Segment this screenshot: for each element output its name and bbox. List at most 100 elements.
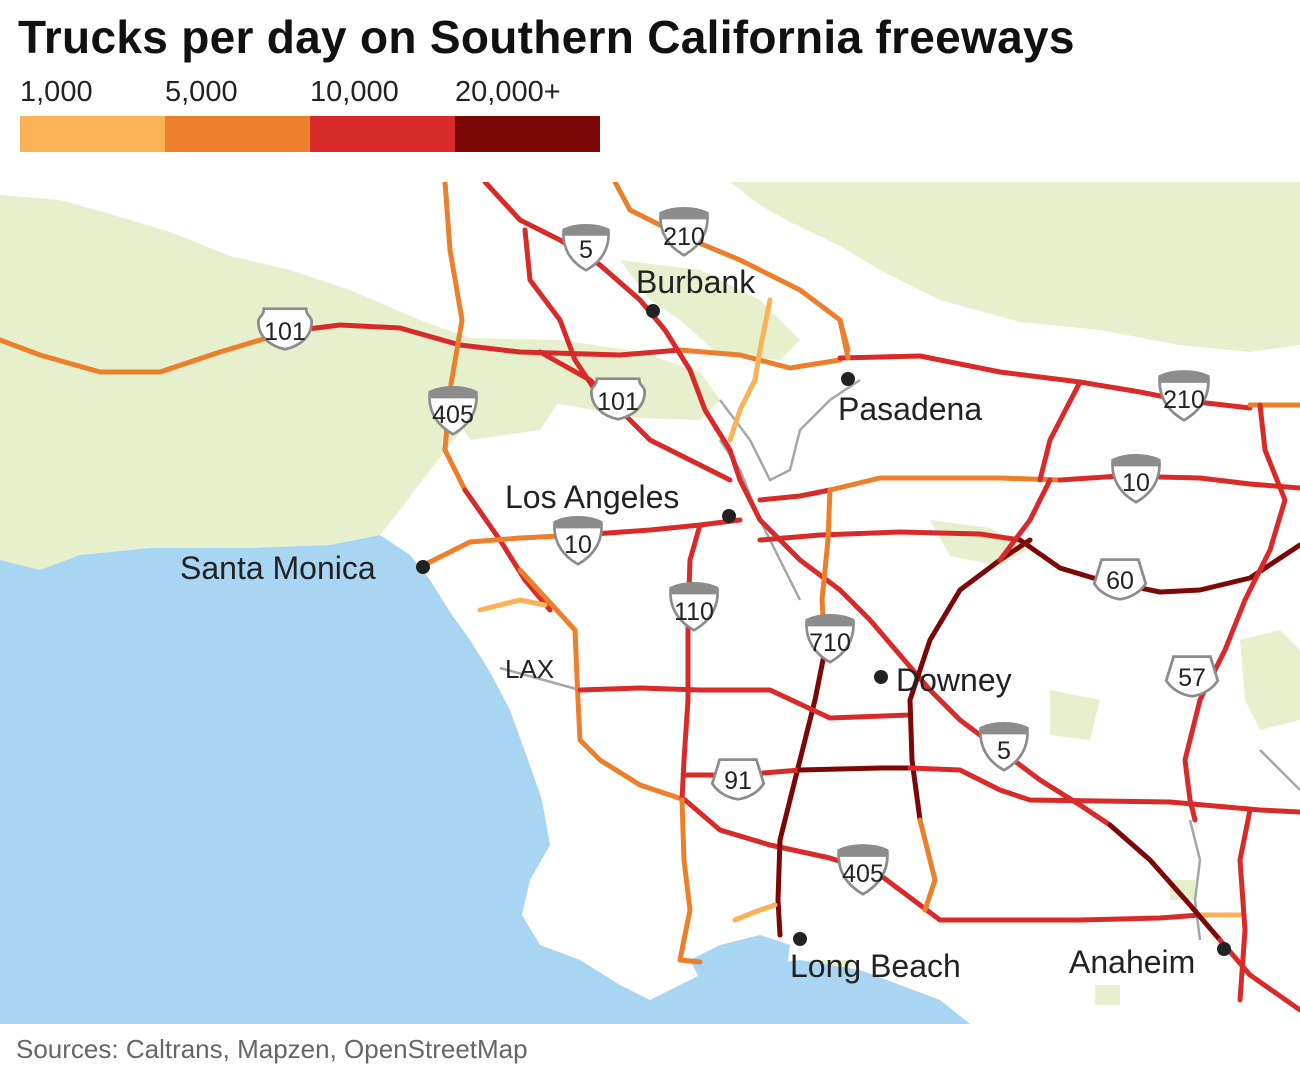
i5-orange-county — [1107, 822, 1223, 943]
i5-north-shield: 5 — [561, 223, 611, 272]
i110-shield: 110 — [668, 581, 720, 632]
i10-west-shield-label: 10 — [564, 531, 592, 559]
i710-shield: 710 — [804, 613, 856, 664]
pasadena-dot — [841, 372, 855, 386]
san-gabriel-mountains — [730, 182, 1300, 352]
lax-connector — [477, 597, 548, 613]
legend-swatch-5000 — [165, 116, 310, 152]
legend-swatch-20000 — [455, 116, 600, 152]
i10-central — [577, 517, 743, 538]
park-south-3 — [1170, 880, 1195, 900]
freeways — [0, 182, 1300, 1013]
santa-monica-dot — [416, 560, 430, 574]
long-beach-label: Long Beach — [790, 948, 961, 984]
us101-hollywood — [537, 349, 733, 483]
sr60-shield: 60 — [1092, 558, 1148, 601]
sr57-shield-label: 57 — [1178, 664, 1206, 692]
legend-label-20000: 20,000+ — [455, 76, 561, 108]
burbank-dot — [646, 304, 660, 318]
i405-south-shield-label: 405 — [842, 860, 884, 888]
los-angeles-label: Los Angeles — [505, 479, 679, 515]
i5-south-shield-label: 5 — [997, 737, 1011, 765]
us101-west-shield-label: 101 — [264, 318, 306, 346]
legend-label-5000: 5,000 — [165, 76, 238, 108]
i10-east-segment — [1057, 473, 1300, 491]
legend-swatch-10000 — [310, 116, 455, 152]
us101-central-shield: 101 — [589, 377, 647, 421]
i5-north-shield-label: 5 — [579, 236, 593, 264]
i605-south — [917, 817, 938, 913]
map-title: Trucks per day on Southern California fr… — [18, 11, 1075, 63]
highway-shields: 5 210 101 405 101 210 10 10 — [256, 206, 1220, 896]
burbank-label: Burbank — [636, 264, 756, 300]
i405-lax — [517, 567, 688, 803]
anaheim-label: Anaheim — [1069, 944, 1195, 980]
park-east-2 — [1050, 690, 1100, 740]
i110-south — [677, 797, 703, 965]
i5-south-shield: 5 — [978, 721, 1030, 772]
minor-road — [1259, 749, 1300, 791]
minor-road — [719, 378, 861, 482]
i405-sepulveda — [462, 487, 553, 613]
i405-south-shield: 405 — [836, 843, 890, 896]
city-labels: Burbank Pasadena Los Angeles Santa Monic… — [180, 264, 1195, 984]
i10-east-shield: 10 — [1110, 453, 1162, 504]
long-beach-dot — [793, 932, 807, 946]
lax-label: LAX — [505, 654, 554, 684]
santa-monica-mountains — [0, 195, 720, 570]
los-angeles-dot — [722, 509, 736, 523]
anaheim-dot — [1217, 942, 1231, 956]
i210-east-shield: 210 — [1157, 369, 1211, 422]
sr57-segment — [1182, 402, 1288, 823]
i210-north-shield-label: 210 — [663, 223, 705, 251]
port-of-long-beach — [690, 935, 790, 990]
sr22-segment — [1237, 807, 1253, 1003]
pasadena-label: Pasadena — [838, 391, 982, 427]
i405-south-bay — [682, 797, 1203, 923]
i10-west-shield: 10 — [552, 515, 604, 566]
pacific-ocean — [0, 535, 970, 1024]
santa-monica-label: Santa Monica — [180, 550, 376, 586]
sr71-branch — [1037, 379, 1083, 483]
sr2-north — [837, 317, 851, 361]
i10-downtown-east — [757, 487, 833, 503]
i405-north-shield-label: 405 — [432, 401, 474, 429]
sr60-west — [757, 529, 1023, 543]
sr2-glendale — [727, 297, 773, 443]
minor-road — [1188, 819, 1202, 941]
port-access-road — [732, 902, 778, 923]
freeway-map: Burbank Pasadena Los Angeles Santa Monic… — [0, 182, 1300, 1024]
us101-central-shield-label: 101 — [597, 388, 639, 416]
i710-shield-label: 710 — [809, 629, 851, 657]
downey-dot — [874, 670, 888, 684]
park-east-1 — [1240, 630, 1300, 730]
source-credit: Sources: Caltrans, Mapzen, OpenStreetMap — [16, 1034, 528, 1064]
city-markers — [416, 304, 1231, 956]
i210-east-shield-label: 210 — [1163, 386, 1205, 414]
sr60-pomona — [1017, 537, 1300, 595]
i710-long-beach — [775, 647, 828, 938]
downey-label: Downey — [896, 662, 1012, 698]
legend-label-1000: 1,000 — [20, 76, 93, 108]
i110-harbor — [679, 522, 703, 803]
legend-label-10000: 10,000 — [310, 76, 399, 108]
verdugo-hills — [620, 260, 800, 360]
legend-swatch-1000 — [20, 116, 165, 152]
i5-downtown — [737, 477, 1113, 828]
i105-segment — [577, 685, 913, 721]
parkland — [0, 182, 1300, 1005]
i210-north-shield: 210 — [658, 206, 710, 257]
sr91-central — [797, 765, 913, 773]
us101-east-valley — [677, 347, 843, 371]
i10-east-shield-label: 10 — [1122, 469, 1150, 497]
sr91-shield-label: 91 — [724, 767, 752, 795]
sr91-east — [907, 765, 1300, 815]
i110-shield-label: 110 — [674, 598, 714, 626]
park-south-2 — [1095, 985, 1120, 1005]
us101-west-segment — [0, 327, 303, 375]
minor-road — [499, 666, 581, 692]
i15-branch — [997, 477, 1053, 563]
i10-santa-monica — [417, 532, 583, 570]
i405-north-shield: 405 — [427, 385, 479, 436]
sr170-segment — [522, 227, 598, 393]
